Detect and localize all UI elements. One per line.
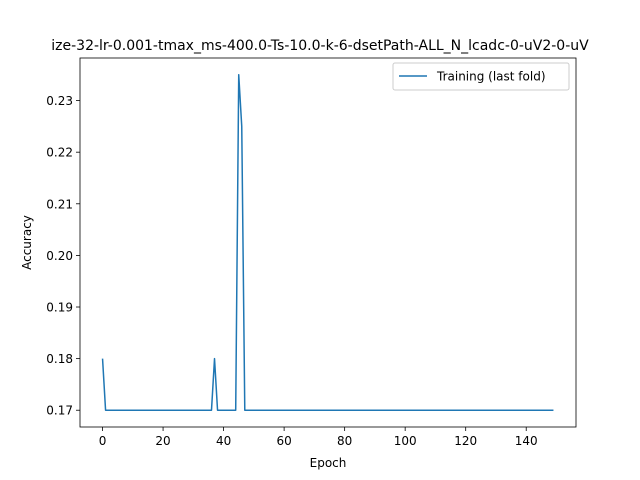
x-tick-label: 20	[155, 434, 170, 448]
x-tick-label: 40	[216, 434, 231, 448]
legend-box	[392, 62, 570, 91]
x-tick-label: 0	[99, 434, 107, 448]
chart-title: ize-32-lr-0.001-tmax_ms-400.0-Ts-10.0-k-…	[51, 38, 589, 54]
axes-frame	[79, 57, 577, 428]
x-tick-label: 140	[515, 434, 538, 448]
y-tick-label: 0.21	[46, 197, 73, 211]
y-axis-ticks: 0.17 0.18 0.19 0.20 0.21 0.22 0.23	[46, 94, 80, 418]
y-tick-label: 0.19	[46, 301, 73, 315]
x-axis-label: Epoch	[310, 456, 347, 470]
legend: Training (last fold)	[392, 62, 570, 91]
x-tick-label: 60	[276, 434, 291, 448]
y-tick-label: 0.23	[46, 94, 73, 108]
series-line-training-last-fold	[101, 74, 554, 411]
x-tick-label: 120	[454, 434, 477, 448]
x-tick-label: 100	[394, 434, 417, 448]
y-axis-label: Accuracy	[20, 215, 34, 270]
plot-area	[79, 57, 577, 428]
y-tick-label: 0.20	[46, 249, 73, 263]
x-axis-ticks: 0 20 40 60 80 100 120 140	[99, 427, 538, 448]
y-tick-label: 0.22	[46, 146, 73, 160]
x-tick-label: 80	[337, 434, 352, 448]
y-tick-label: 0.18	[46, 352, 73, 366]
legend-label-training-last-fold: Training (last fold)	[436, 70, 546, 84]
y-tick-label: 0.17	[46, 404, 73, 418]
